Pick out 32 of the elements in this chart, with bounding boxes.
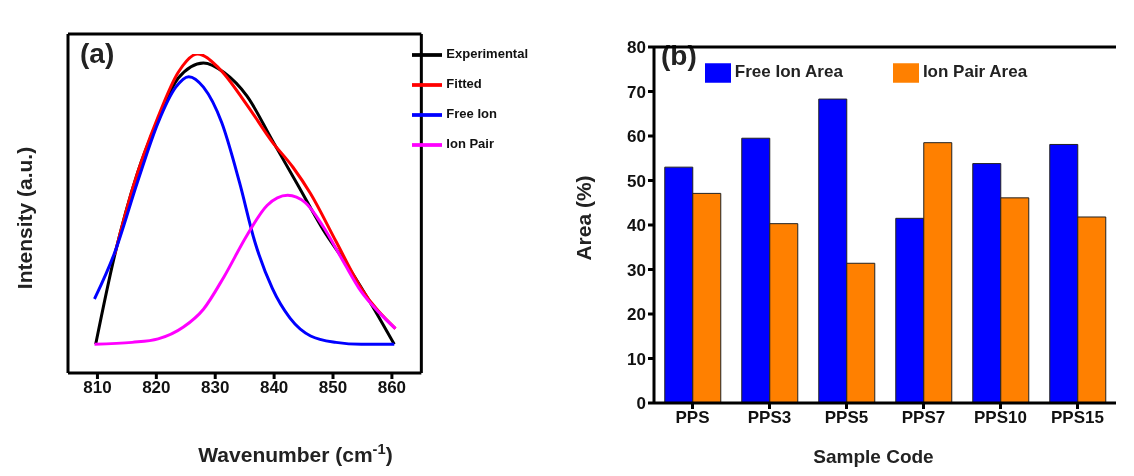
x-tick-label: 830 <box>201 378 230 398</box>
annotation: (a) <box>80 38 115 69</box>
legend-label: Free Ion <box>446 106 497 122</box>
y-tick-label: 40 <box>627 216 646 236</box>
legend-label: Fitted <box>446 76 482 92</box>
y-tick-label: 10 <box>627 349 646 369</box>
x-tick-label: 810 <box>83 378 112 398</box>
y-axis-title: Intensity (a.u.) <box>13 146 36 290</box>
x-tick-label: 850 <box>318 378 348 398</box>
x-tick-label: PPS <box>675 408 710 428</box>
x-tick-label: PPS7 <box>901 408 946 428</box>
x-axis-title: Wavenumber (cm$^{-1}$) <box>198 441 393 466</box>
x-tick-label: 860 <box>377 378 407 398</box>
legend-label: Free Ion Area <box>734 62 843 82</box>
x-axis-title: Sample Code <box>813 446 934 467</box>
x-tick-label: 840 <box>259 378 289 398</box>
x-tick-label: PPS10 <box>974 408 1027 428</box>
y-tick-label: 70 <box>627 82 646 102</box>
y-tick-label: 20 <box>627 305 646 325</box>
y-tick-label: 60 <box>627 127 646 147</box>
x-tick-label: PPS15 <box>1051 408 1104 428</box>
legend-label: Experimental <box>446 46 528 62</box>
x-tick-label: PPS5 <box>824 408 869 428</box>
legend-label: Ion Pair <box>446 136 495 152</box>
legend-label: Ion Pair Area <box>922 62 1028 82</box>
y-axis-title: Area (%) <box>572 175 595 261</box>
y-tick-label: 80 <box>627 38 646 58</box>
y-tick-label: 50 <box>627 171 646 191</box>
x-tick-label: PPS3 <box>747 408 792 428</box>
y-tick-label: 0 <box>636 394 646 414</box>
y-tick-label: 30 <box>627 260 646 280</box>
x-tick-label: 820 <box>142 378 171 398</box>
